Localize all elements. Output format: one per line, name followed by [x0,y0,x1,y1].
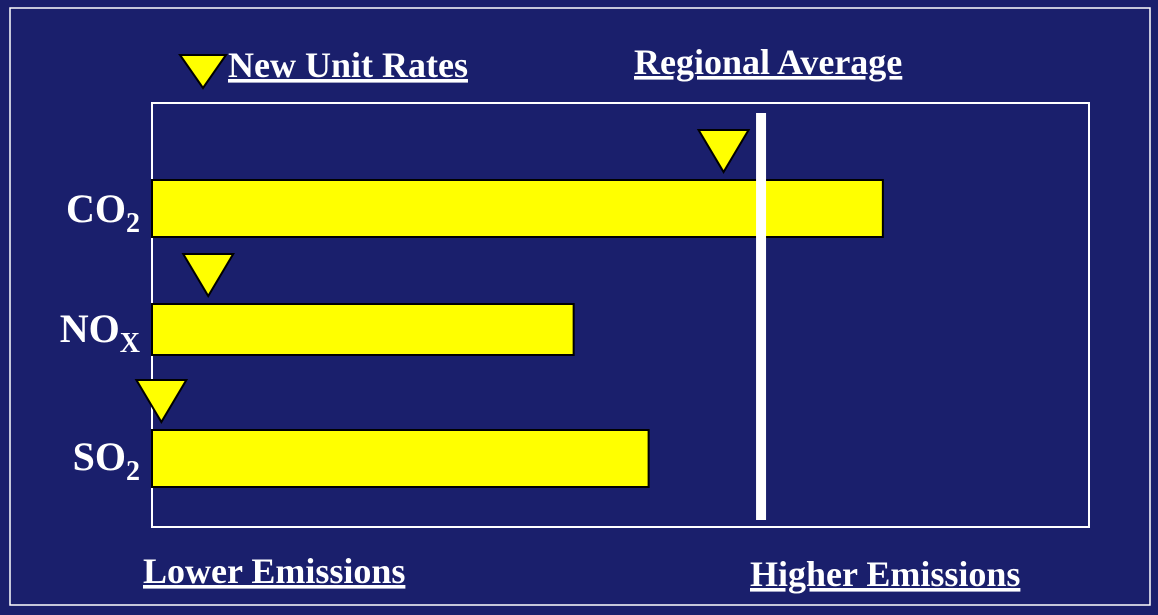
legend-label: New Unit Rates [228,45,468,85]
reference-label: Regional Average [634,42,902,82]
category-sub: 2 [126,208,140,239]
category-label: SO2 [73,434,140,487]
category-sub: X [120,328,140,359]
category-main: SO [73,434,126,479]
category-label: NOX [60,306,140,359]
new-unit-marker [181,253,235,298]
new-unit-marker [696,129,751,174]
category-label: CO2 [66,186,140,239]
new-unit-marker [134,379,189,424]
bar [151,303,575,356]
bar [151,429,650,488]
slide-border [9,7,1151,606]
category-main: CO [66,186,126,231]
high-label: Higher Emissions [750,554,1020,594]
category-sub: 2 [126,456,140,487]
category-main: NO [60,306,120,351]
bar [151,179,884,238]
legend-symbol [178,54,228,90]
low-label: Lower Emissions [143,551,405,591]
